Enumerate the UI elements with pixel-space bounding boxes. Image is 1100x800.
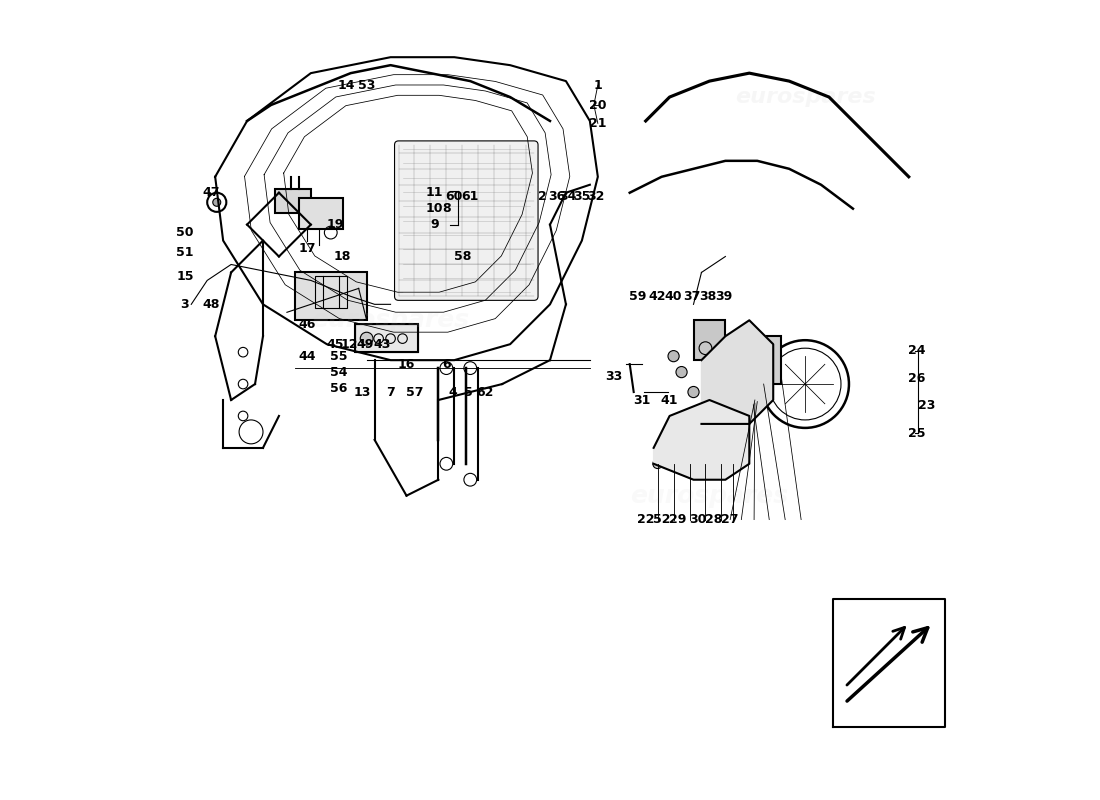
- Polygon shape: [653, 400, 749, 480]
- Text: 61: 61: [462, 190, 478, 203]
- Text: 44: 44: [298, 350, 316, 362]
- Text: 30: 30: [689, 513, 706, 526]
- Text: eurospares: eurospares: [735, 87, 876, 107]
- Text: 51: 51: [176, 246, 194, 259]
- Text: 22: 22: [637, 513, 654, 526]
- Text: 31: 31: [632, 394, 650, 406]
- Text: 36: 36: [548, 190, 565, 203]
- Text: 19: 19: [326, 218, 343, 231]
- Text: 23: 23: [917, 399, 935, 412]
- Text: 41: 41: [661, 394, 679, 406]
- Bar: [354, 324, 418, 352]
- Text: 43: 43: [374, 338, 392, 350]
- Text: 5: 5: [464, 386, 473, 398]
- Text: 58: 58: [453, 250, 471, 263]
- Text: 18: 18: [334, 250, 351, 263]
- Text: 45: 45: [326, 338, 343, 350]
- Bar: [275, 189, 311, 213]
- Circle shape: [728, 459, 738, 469]
- Text: 1: 1: [594, 78, 602, 91]
- Text: 55: 55: [330, 350, 348, 362]
- Text: 28: 28: [705, 513, 722, 526]
- Text: 52: 52: [653, 513, 670, 526]
- Polygon shape: [702, 320, 773, 424]
- Circle shape: [669, 459, 679, 469]
- Text: 42: 42: [649, 290, 667, 303]
- Circle shape: [676, 366, 688, 378]
- Text: 56: 56: [330, 382, 348, 394]
- Text: 11: 11: [426, 186, 443, 199]
- FancyBboxPatch shape: [395, 141, 538, 300]
- Text: 35: 35: [573, 190, 591, 203]
- Text: 47: 47: [202, 186, 220, 199]
- Bar: [354, 324, 418, 352]
- Circle shape: [361, 332, 373, 345]
- Text: 34: 34: [560, 190, 578, 203]
- Text: 12: 12: [340, 338, 358, 350]
- Circle shape: [652, 459, 662, 469]
- Bar: [295, 273, 366, 320]
- Text: 6: 6: [442, 358, 451, 370]
- Text: 54: 54: [330, 366, 348, 378]
- Text: 27: 27: [720, 513, 738, 526]
- Text: 7: 7: [386, 386, 395, 398]
- Circle shape: [716, 459, 726, 469]
- Text: 16: 16: [398, 358, 415, 370]
- Text: 49: 49: [356, 338, 374, 350]
- Text: 50: 50: [176, 226, 194, 239]
- Circle shape: [701, 459, 711, 469]
- Text: 26: 26: [908, 372, 925, 385]
- Text: 24: 24: [908, 344, 925, 357]
- Text: 59: 59: [629, 290, 647, 303]
- Text: 4: 4: [449, 386, 458, 398]
- Text: 46: 46: [298, 318, 316, 330]
- Circle shape: [684, 459, 694, 469]
- Text: 48: 48: [202, 298, 220, 311]
- Circle shape: [688, 386, 700, 398]
- Text: 25: 25: [908, 427, 925, 440]
- Text: 10: 10: [426, 202, 443, 215]
- Bar: [299, 198, 343, 229]
- Text: 62: 62: [476, 386, 493, 398]
- Text: 38: 38: [700, 290, 716, 303]
- Circle shape: [668, 350, 679, 362]
- Text: 53: 53: [358, 78, 375, 91]
- Text: eurospares: eurospares: [630, 484, 789, 508]
- Circle shape: [212, 198, 221, 206]
- Text: 60: 60: [446, 190, 463, 203]
- Text: 32: 32: [587, 190, 605, 203]
- Text: 9: 9: [430, 218, 439, 231]
- Text: 2: 2: [538, 190, 547, 203]
- Circle shape: [704, 394, 715, 406]
- Text: 3: 3: [180, 298, 189, 311]
- Bar: [737, 336, 781, 384]
- Text: 37: 37: [683, 290, 701, 303]
- Text: eurospares: eurospares: [311, 308, 470, 332]
- Text: 29: 29: [669, 513, 686, 526]
- Bar: [315, 277, 346, 308]
- Bar: [693, 320, 725, 360]
- Circle shape: [736, 397, 747, 408]
- Circle shape: [719, 397, 732, 408]
- Text: 21: 21: [590, 117, 606, 130]
- Text: 15: 15: [176, 270, 194, 283]
- Text: 40: 40: [664, 290, 682, 303]
- Text: 20: 20: [590, 98, 606, 111]
- Text: 17: 17: [298, 242, 316, 255]
- Text: 8: 8: [442, 202, 451, 215]
- Text: 39: 39: [715, 290, 733, 303]
- Text: 33: 33: [605, 370, 623, 382]
- Text: 57: 57: [406, 386, 424, 398]
- Text: 13: 13: [354, 386, 372, 398]
- Text: 14: 14: [338, 78, 355, 91]
